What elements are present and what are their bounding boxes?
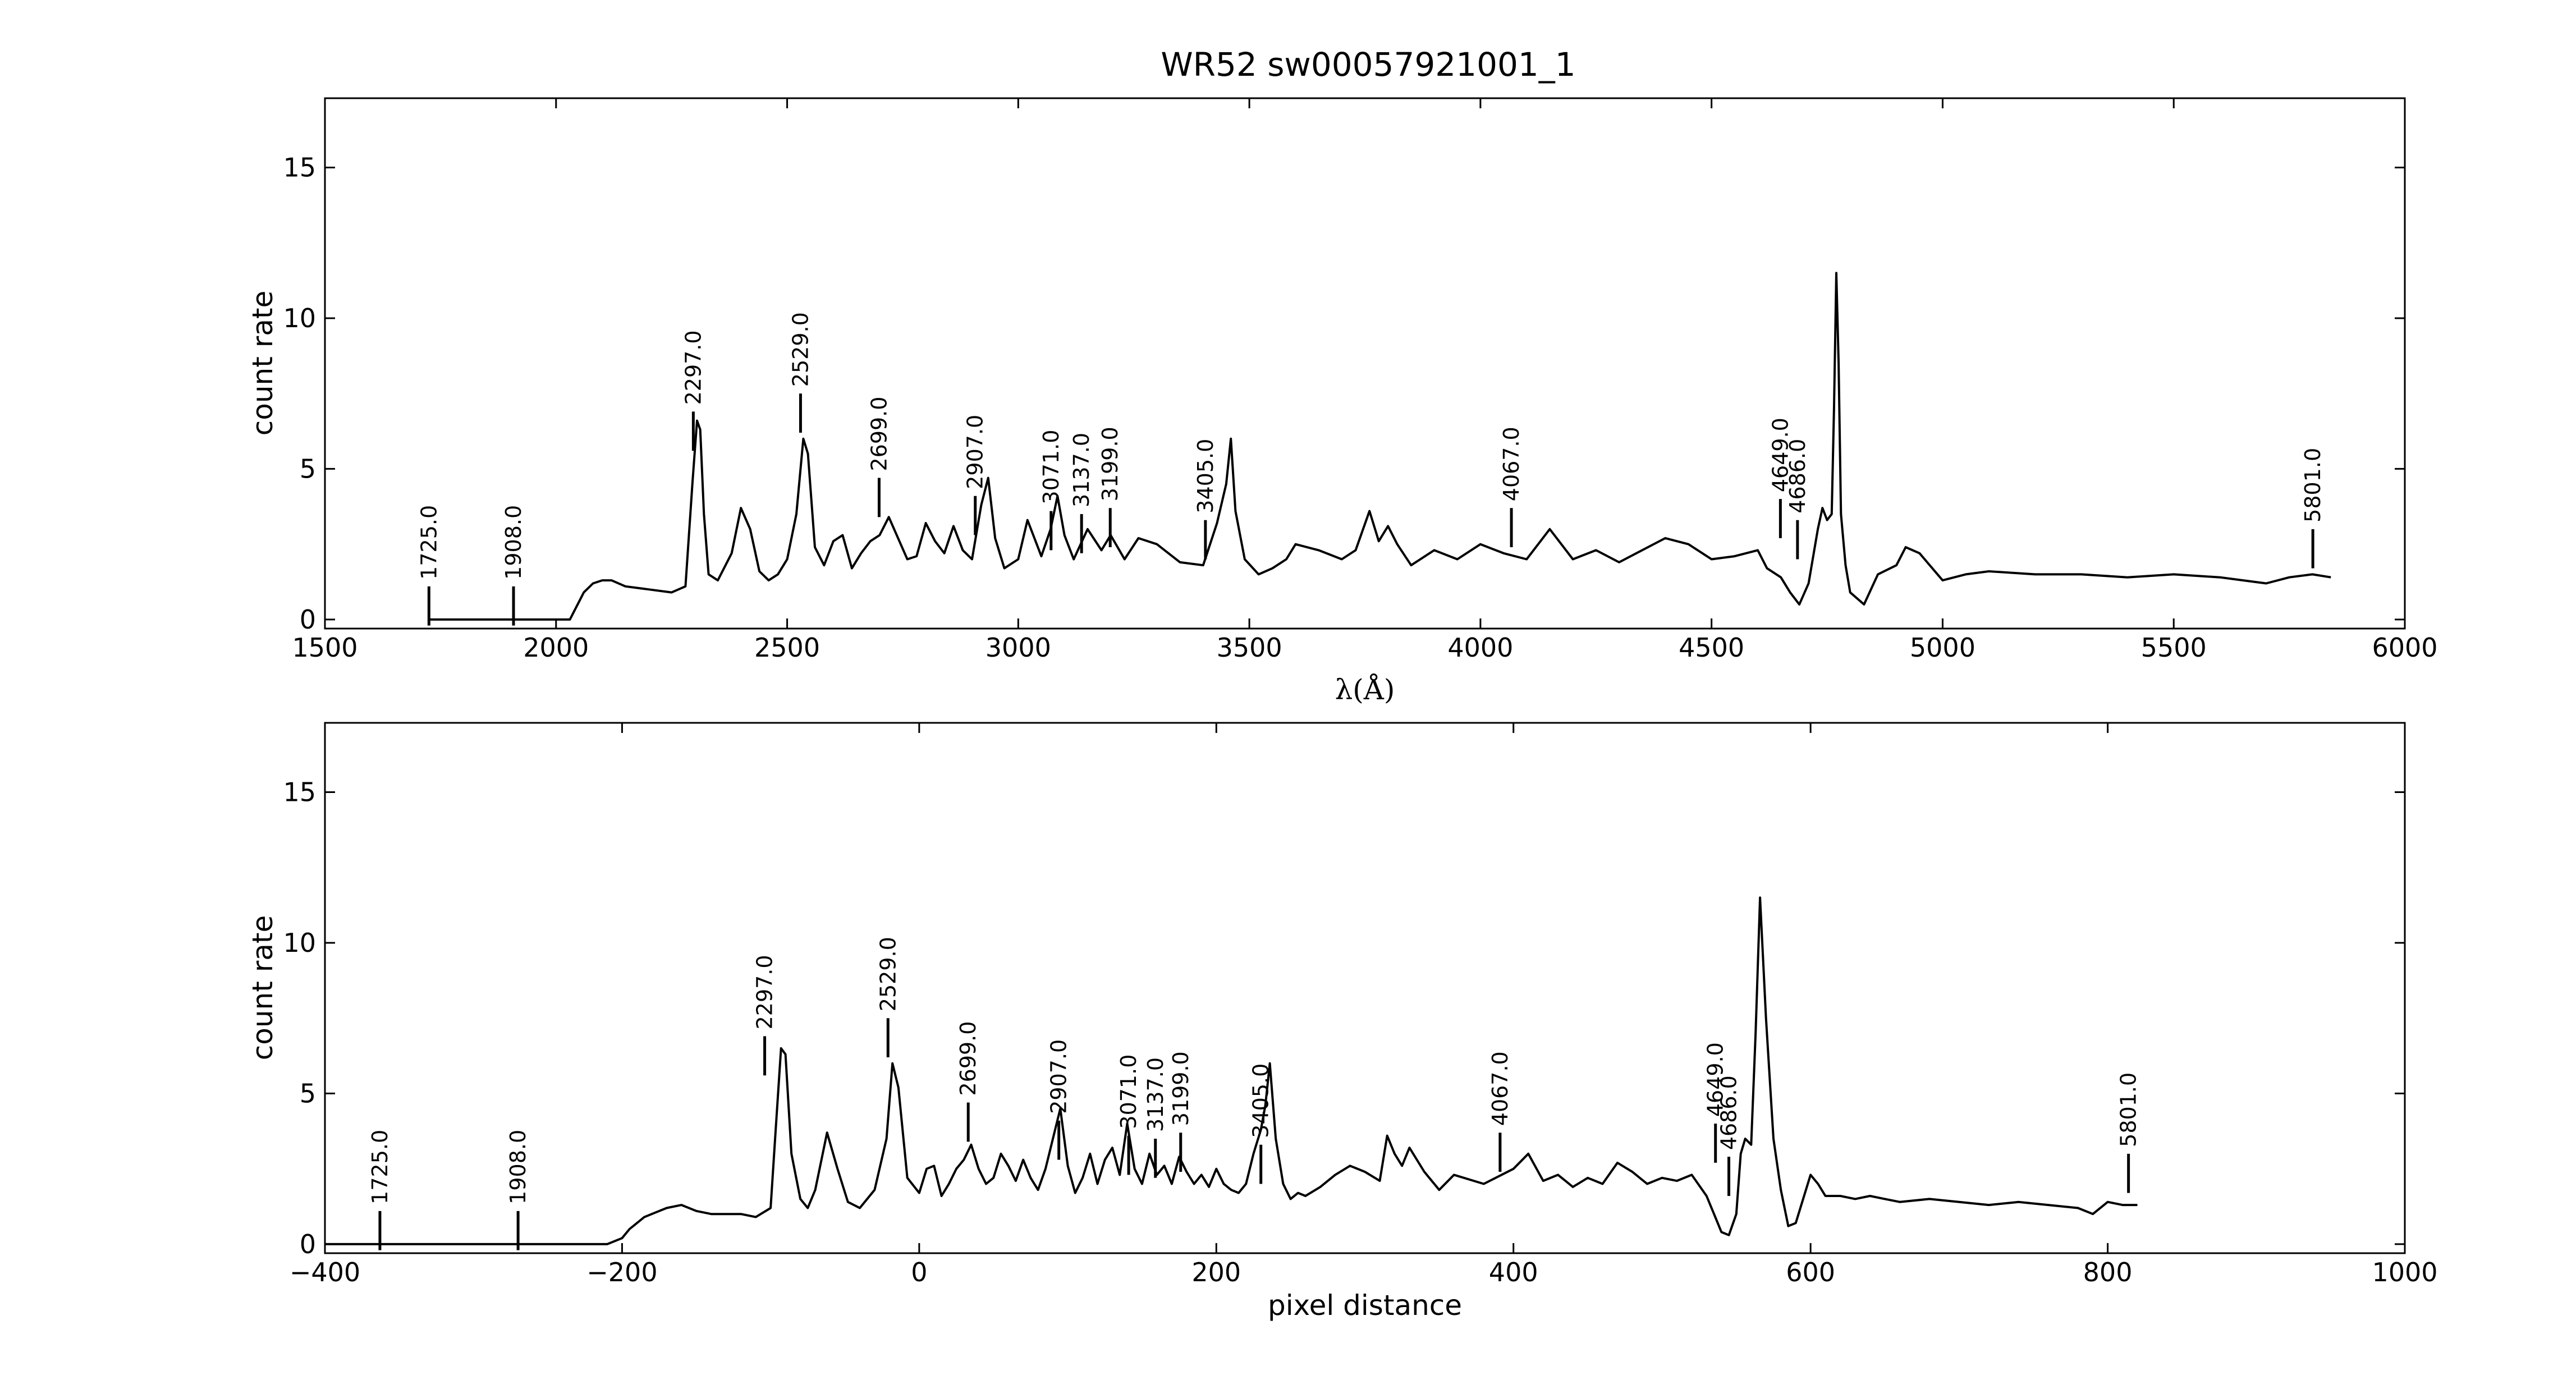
pixel-line-marks: 1725.0 1908.0 2297.0 2529.0 2699.0 2907.0 3071…	[368, 937, 2141, 1250]
wavelength-line-mark-label: 2297.0	[681, 330, 705, 405]
wavelength-line-mark-label: 4067.0	[1499, 427, 1524, 501]
wavelength-x-tick-label: 1500	[292, 632, 357, 663]
wavelength-x-tick-label: 4000	[1447, 632, 1513, 663]
pixel-panel: 1725.0 1908.0 2297.0 2529.0 2699.0 2907.0 3071…	[246, 722, 2438, 1322]
pixel-line-mark-label: 3137.0	[1143, 1057, 1168, 1132]
wavelength-x-tick-label: 2000	[523, 632, 589, 663]
pixel-line-mark-label: 3071.0	[1116, 1055, 1141, 1129]
wavelength-y-ticks: 0 5 10 15	[283, 152, 2405, 635]
pixel-y-axis-label: count rate	[246, 915, 279, 1061]
wavelength-line-mark-label: 3071.0	[1039, 430, 1064, 505]
wavelength-x-tick-label: 5500	[2141, 632, 2207, 663]
wavelength-y-axis-label: count rate	[246, 291, 279, 436]
wavelength-line-mark-label: 1908.0	[501, 505, 526, 580]
pixel-x-tick-label: 0	[911, 1257, 927, 1287]
pixel-line-mark-label: 3199.0	[1168, 1051, 1193, 1126]
pixel-x-ticks: −400 −200 0 200 400 600 800 1000	[290, 723, 2438, 1287]
pixel-y-tick-label: 15	[283, 777, 316, 807]
figure-title: WR52 sw00057921001_1	[1161, 45, 1575, 84]
wavelength-line-mark-label: 2699.0	[867, 397, 891, 471]
pixel-x-tick-label: 1000	[2372, 1257, 2437, 1287]
wavelength-x-ticks: 1500 2000 2500 3000 3500 4000 4500 5000 5500 6000	[292, 98, 2438, 663]
pixel-spectrum-line	[325, 896, 2138, 1245]
pixel-y-tick-label: 10	[283, 928, 316, 958]
wavelength-x-tick-label: 3000	[986, 632, 1051, 663]
wavelength-x-tick-label: 6000	[2372, 632, 2437, 663]
wavelength-line-mark-label: 3137.0	[1069, 433, 1094, 507]
wavelength-line-mark-label: 4649.0	[1768, 418, 1793, 492]
pixel-x-tick-label: 600	[1786, 1257, 1835, 1287]
pixel-x-tick-label: 200	[1191, 1257, 1241, 1287]
wavelength-line-mark-label: 1725.0	[416, 505, 441, 580]
wavelength-y-tick-label: 5	[300, 453, 316, 484]
pixel-line-mark-label: 2297.0	[753, 955, 777, 1029]
pixel-line-mark-label: 5801.0	[2116, 1072, 2141, 1147]
pixel-line-mark-label: 1908.0	[506, 1130, 530, 1204]
pixel-plot-frame	[324, 722, 2406, 1254]
wavelength-x-tick-label: 3500	[1217, 632, 1282, 663]
pixel-line-mark-label: 4649.0	[1703, 1042, 1728, 1117]
pixel-line-mark-label: 4686.0	[1717, 1075, 1741, 1150]
wavelength-series-group	[429, 272, 2331, 621]
wavelength-y-tick-label: 0	[300, 604, 316, 635]
wavelength-x-tick-label: 2500	[754, 632, 820, 663]
pixel-line-mark-label: 1725.0	[368, 1130, 392, 1204]
wavelength-y-tick-label: 15	[283, 152, 316, 182]
pixel-x-tick-label: −200	[586, 1257, 657, 1287]
pixel-line-mark-label: 3405.0	[1249, 1063, 1273, 1138]
wavelength-line-marks: 1725.0 1908.0 2297.0 2529.0 2699.0 2907.0 3071…	[416, 312, 2325, 626]
pixel-x-tick-label: −400	[290, 1257, 360, 1287]
wavelength-line-mark-label: 2907.0	[963, 415, 988, 489]
wavelength-panel: 1725.0 1908.0 2297.0 2529.0 2699.0 2907.0 3071…	[246, 97, 2438, 706]
wavelength-plot-frame	[324, 97, 2406, 630]
wavelength-line-mark-label: 3405.0	[1193, 439, 1218, 514]
wavelength-x-tick-label: 4500	[1679, 632, 1744, 663]
pixel-line-mark-label: 2699.0	[956, 1021, 980, 1096]
pixel-y-tick-label: 0	[300, 1229, 316, 1259]
wavelength-line-mark-label: 3199.0	[1098, 427, 1122, 501]
pixel-line-mark-label: 2529.0	[876, 937, 900, 1011]
pixel-line-mark-label: 2907.0	[1047, 1039, 1071, 1114]
wavelength-y-tick-label: 10	[283, 303, 316, 333]
pixel-line-mark-label: 4067.0	[1488, 1051, 1512, 1126]
wavelength-x-axis-label: λ(Å)	[1335, 673, 1395, 706]
pixel-x-axis-label: pixel distance	[1268, 1289, 1462, 1322]
pixel-x-tick-label: 400	[1489, 1257, 1538, 1287]
pixel-y-tick-label: 5	[300, 1078, 316, 1108]
pixel-x-tick-label: 800	[2083, 1257, 2133, 1287]
wavelength-x-tick-label: 5000	[1910, 632, 1975, 663]
wavelength-line-mark-label: 5801.0	[2300, 448, 2325, 522]
pixel-series-group	[325, 896, 2138, 1245]
wavelength-line-mark-label: 2529.0	[788, 312, 813, 387]
wavelength-line-mark-label: 4686.0	[1785, 439, 1810, 514]
pixel-y-ticks: 0 5 10 15	[283, 777, 2405, 1259]
wavelength-spectrum-line	[429, 272, 2331, 621]
